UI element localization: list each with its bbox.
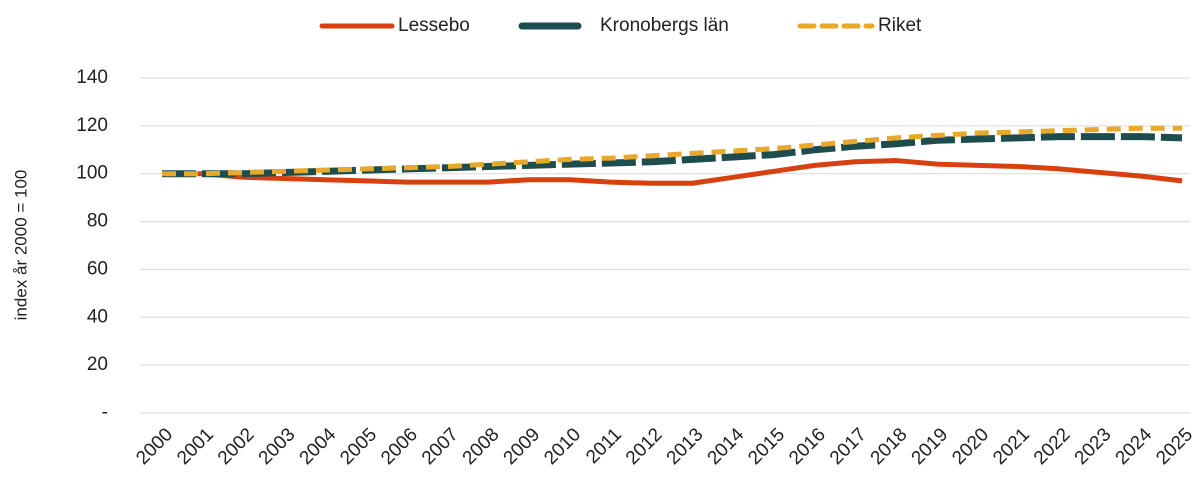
x-tick-label: 2017 bbox=[826, 424, 871, 469]
x-tick-label: 2009 bbox=[500, 424, 545, 469]
y-tick-label: - bbox=[102, 402, 108, 423]
legend-label: Lessebo bbox=[398, 15, 470, 36]
x-tick-label: 2019 bbox=[908, 424, 953, 469]
x-tick-label: 2003 bbox=[255, 424, 300, 469]
line-series bbox=[162, 125, 1182, 177]
x-tick-label: 2000 bbox=[132, 424, 177, 469]
x-tick-label: 2013 bbox=[663, 424, 708, 469]
x-tick-label: 2015 bbox=[744, 424, 789, 469]
line-series bbox=[162, 133, 1183, 178]
x-tick-label: 2004 bbox=[296, 424, 341, 469]
x-tick-label: 2018 bbox=[867, 424, 912, 469]
x-tick-label: 2023 bbox=[1071, 424, 1116, 469]
y-tick-label: 60 bbox=[87, 258, 108, 279]
y-tick-label: 140 bbox=[76, 67, 108, 88]
x-tick-label: 2011 bbox=[582, 424, 626, 468]
x-tick-label: 2021 bbox=[989, 424, 1034, 469]
x-tick-label: 2020 bbox=[948, 424, 993, 469]
x-tick-label: 2008 bbox=[459, 424, 504, 469]
x-tick-label: 2012 bbox=[622, 424, 667, 469]
legend-label: Riket bbox=[878, 15, 922, 36]
line-series bbox=[162, 158, 1183, 186]
x-tick-label: 2006 bbox=[377, 424, 422, 469]
x-tick-label: 2014 bbox=[704, 424, 749, 469]
y-tick-label: 100 bbox=[76, 163, 108, 184]
x-tick-label: 2025 bbox=[1152, 424, 1192, 469]
y-tick-label: 120 bbox=[76, 115, 108, 136]
x-tick-label: 2024 bbox=[1112, 424, 1157, 469]
y-tick-label: 20 bbox=[87, 354, 108, 375]
x-tick-label: 2001 bbox=[173, 424, 218, 469]
x-tick-label: 2022 bbox=[1030, 424, 1075, 469]
x-tick-label: 2005 bbox=[336, 424, 381, 469]
y-tick-label: 80 bbox=[87, 211, 108, 232]
legend-label: Kronobergs län bbox=[600, 15, 729, 36]
x-tick-label: 2010 bbox=[540, 424, 585, 469]
x-tick-label: 2016 bbox=[785, 424, 830, 469]
y-tick-label: 40 bbox=[87, 306, 108, 327]
x-tick-label: 2007 bbox=[418, 424, 463, 469]
y-axis-label: index år 2000 = 100 bbox=[11, 170, 30, 321]
x-tick-label: 2002 bbox=[214, 424, 259, 469]
